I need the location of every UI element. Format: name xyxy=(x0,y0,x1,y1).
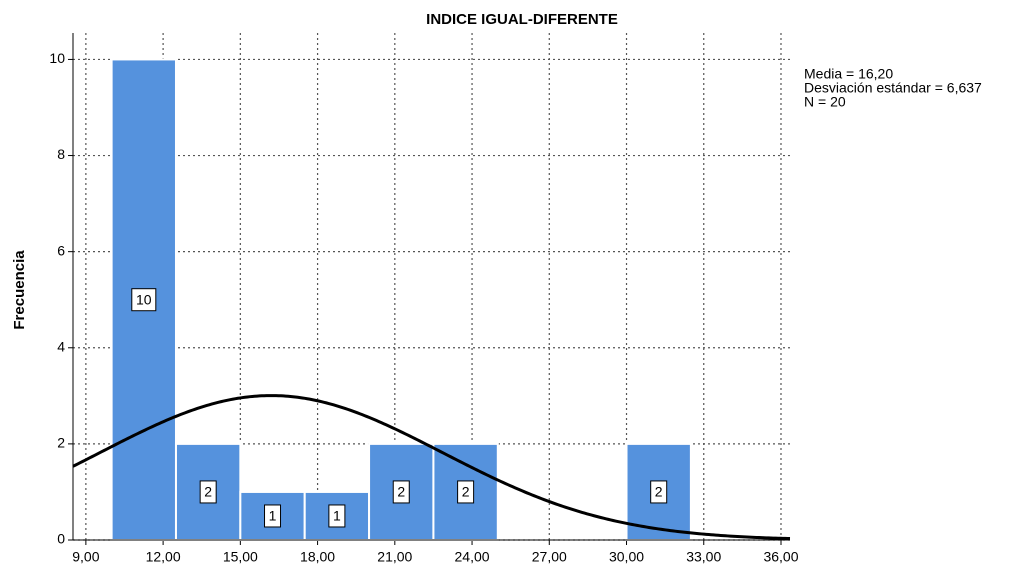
x-tick-label: 18,00 xyxy=(300,549,335,565)
value-label: 2 xyxy=(397,484,405,500)
normal-curve xyxy=(72,394,791,541)
annotation: Media = 16,20 xyxy=(804,66,893,82)
x-tick-label: 15,00 xyxy=(223,549,258,565)
x-tick-label: 21,00 xyxy=(377,549,412,565)
value-label: 10 xyxy=(136,291,152,307)
value-label: 2 xyxy=(655,484,663,500)
y-tick-label: 4 xyxy=(57,338,65,354)
value-label: 1 xyxy=(333,508,341,524)
chart-title: INDICE IGUAL-DIFERENTE xyxy=(426,11,618,28)
value-label: 2 xyxy=(462,484,470,500)
x-tick-label: 30,00 xyxy=(609,549,644,565)
x-tick-label: 24,00 xyxy=(455,549,490,565)
value-label-box xyxy=(392,480,410,504)
y-tick-label: 0 xyxy=(57,531,65,547)
annotation: Desviación estándar = 6,637 xyxy=(804,80,982,96)
x-tick-label: 36,00 xyxy=(763,549,798,565)
value-label: 1 xyxy=(269,508,277,524)
annotation: N = 20 xyxy=(804,94,846,110)
value-label-box xyxy=(328,504,346,528)
x-tick-label: 33,00 xyxy=(686,549,721,565)
x-tick-label: 12,00 xyxy=(146,549,181,565)
value-label-box xyxy=(199,480,217,504)
value-label: 2 xyxy=(204,484,212,500)
y-tick-label: 10 xyxy=(49,50,65,66)
value-label-box xyxy=(650,480,668,504)
value-label-box xyxy=(457,480,475,504)
value-label-box xyxy=(264,504,282,528)
y-tick-label: 6 xyxy=(57,242,65,258)
x-tick-label: 27,00 xyxy=(532,549,567,565)
y-tick-label: 2 xyxy=(57,435,65,451)
x-tick-label: 9,00 xyxy=(72,549,99,565)
y-tick-label: 8 xyxy=(57,146,65,162)
value-label-box xyxy=(131,288,157,312)
y-axis-label: Frecuencia xyxy=(11,250,28,330)
